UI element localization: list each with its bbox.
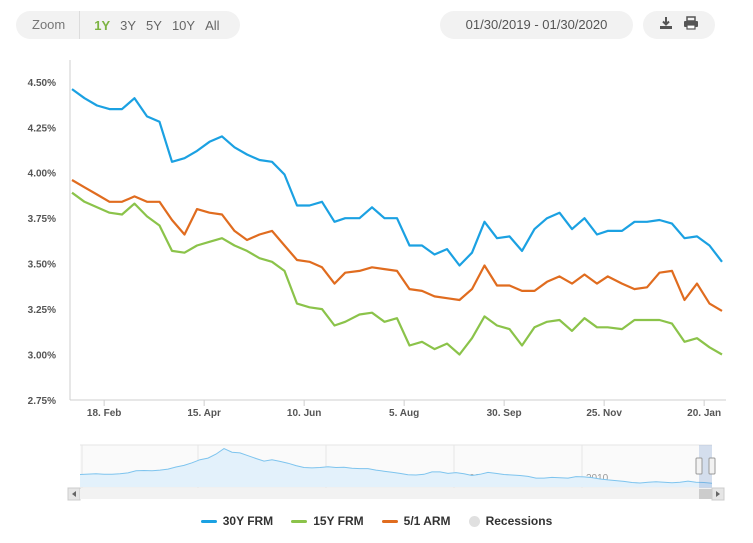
export-tools — [643, 11, 715, 39]
legend-label-30y: 30Y FRM — [222, 514, 274, 528]
legend-swatch-30y — [200, 519, 217, 523]
legend: 30Y FRM 15Y FRM 5/1 ARM Recessions — [0, 514, 753, 528]
y-tick-label: 4.25% — [28, 123, 56, 134]
zoom-5y-button[interactable]: 5Y — [146, 17, 162, 33]
y-tick-label: 3.50% — [28, 260, 56, 271]
x-tick-label: 5. Aug — [389, 408, 419, 419]
legend-item-arm[interactable]: 5/1 ARM — [381, 514, 451, 528]
y-tick-label: 3.75% — [28, 214, 56, 225]
legend-item-recessions[interactable]: Recessions — [468, 514, 553, 528]
legend-label-recessions: Recessions — [485, 514, 553, 528]
legend-item-30y[interactable]: 30Y FRM — [200, 514, 274, 528]
scroll-left-arrow-icon — [72, 491, 76, 497]
x-tick-label: 10. Jun — [287, 408, 321, 419]
legend-swatch-arm — [381, 519, 398, 523]
x-tick-label: 18. Feb — [87, 408, 121, 419]
legend-item-15y[interactable]: 15Y FRM — [291, 514, 364, 528]
y-tick-label: 3.25% — [28, 305, 56, 316]
legend-label-arm: 5/1 ARM — [403, 514, 451, 528]
zoom-selector: Zoom 1Y 3Y 5Y 10Y All — [16, 11, 240, 39]
y-tick-label: 2.75% — [28, 396, 56, 407]
scrollbar-thumb[interactable] — [699, 489, 712, 499]
navigator-right-handle[interactable] — [708, 457, 716, 475]
scrollbar-track[interactable] — [80, 489, 712, 499]
zoom-label: Zoom — [16, 11, 81, 39]
download-icon[interactable] — [659, 16, 673, 35]
zoom-10y-button[interactable]: 10Y — [171, 17, 196, 33]
zoom-1y-button[interactable]: 1Y — [94, 17, 111, 33]
x-tick-label: 15. Apr — [187, 408, 221, 419]
zoom-all-button[interactable]: All — [205, 17, 220, 33]
y-tick-label: 3.00% — [28, 351, 56, 362]
zoom-3y-button[interactable]: 3Y — [120, 17, 137, 33]
main-chart: 2.75% 3.00% 3.25% 3.50% 3.75% 4.00% 4.25% 4.50%… — [28, 60, 726, 419]
series-arm-line[interactable] — [71, 179, 723, 312]
print-icon[interactable] — [683, 15, 699, 35]
series-15y-line[interactable] — [71, 191, 723, 356]
x-tick-label: 25. Nov — [586, 408, 622, 419]
navigator-line — [79, 448, 713, 484]
legend-swatch-recessions — [468, 515, 480, 527]
navigator-left-handle[interactable] — [695, 457, 703, 475]
navigator-area — [80, 448, 712, 487]
scroll-right-arrow-icon — [716, 491, 720, 497]
y-tick-label: 4.50% — [28, 78, 56, 89]
navigator[interactable]: 19701980199020002010 — [0, 443, 753, 503]
legend-swatch-15y — [291, 519, 308, 523]
date-range-display[interactable]: 01/30/2019 - 01/30/2020 — [440, 11, 633, 39]
series-30y-line[interactable] — [71, 88, 723, 267]
y-tick-label: 4.00% — [28, 169, 56, 180]
legend-label-15y: 15Y FRM — [313, 514, 364, 528]
x-tick-label: 20. Jan — [687, 408, 721, 419]
navigator-selection[interactable] — [699, 445, 712, 488]
x-tick-label: 30. Sep — [487, 408, 522, 419]
